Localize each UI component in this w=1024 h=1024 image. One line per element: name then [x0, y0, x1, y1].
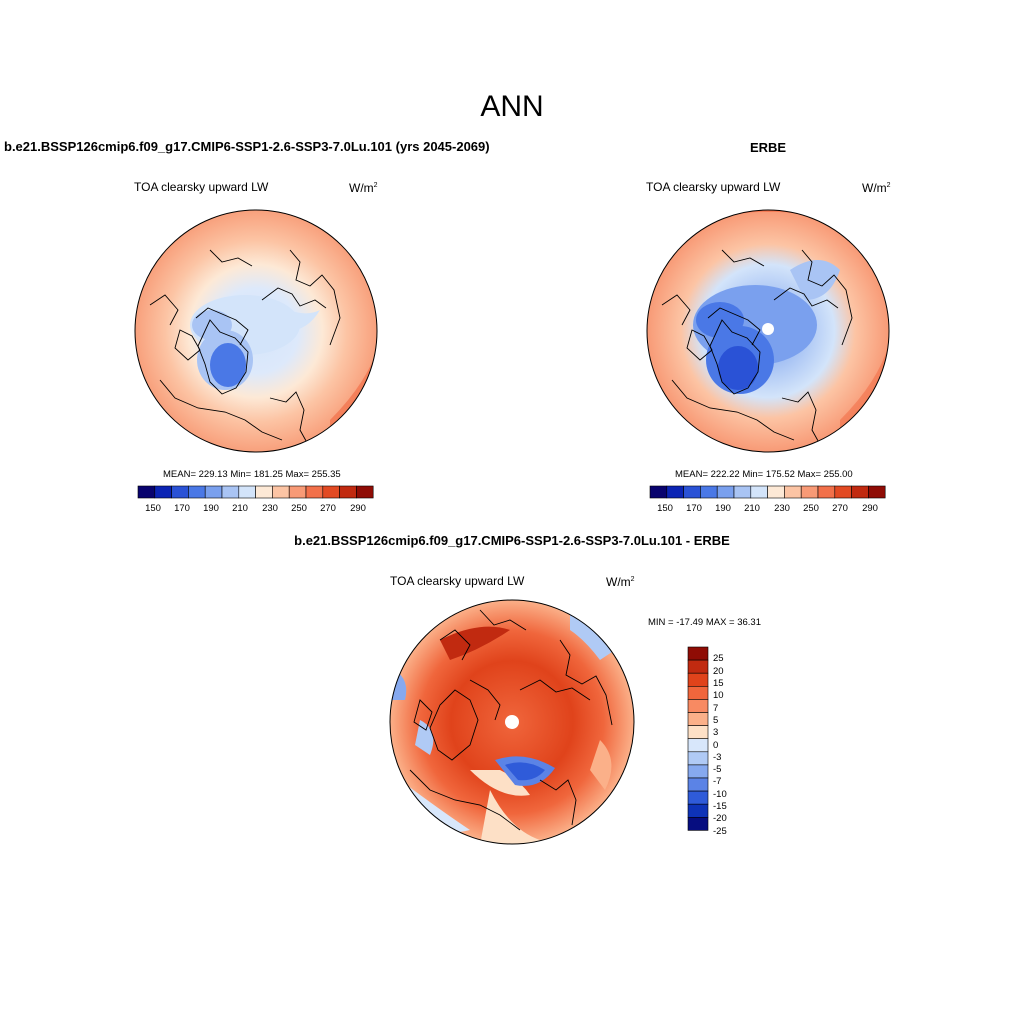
colorbar-swatch	[716, 485, 735, 499]
colorbar-swatch	[322, 485, 340, 499]
obs-stats: MEAN= 222.22 Min= 175.52 Max= 255.00	[675, 469, 853, 480]
colorbar-swatch	[687, 764, 709, 779]
model-colorbar-tick: 230	[262, 503, 278, 514]
obs-colorbar-tick: 150	[657, 503, 673, 514]
model-colorbar-tick: 270	[320, 503, 336, 514]
colorbar-swatch	[687, 751, 709, 766]
colorbar-swatch	[687, 672, 709, 687]
colorbar-swatch	[687, 777, 709, 792]
colorbar-swatch	[356, 485, 374, 499]
obs-panel-title: ERBE	[749, 140, 787, 155]
obs-colorbar	[649, 485, 886, 499]
colorbar-swatch	[171, 485, 189, 499]
obs-variable-label: TOA clearsky upward LW	[646, 180, 781, 194]
colorbar-swatch	[687, 790, 709, 805]
diff-stats: MIN = -17.49 MAX = 36.31	[648, 617, 762, 628]
model-colorbar-tick: 170	[174, 503, 190, 514]
colorbar-swatch	[851, 485, 869, 499]
colorbar-swatch	[649, 485, 668, 499]
colorbar-swatch	[188, 485, 206, 499]
colorbar-swatch	[272, 485, 290, 499]
obs-colorbar-tick: 250	[803, 503, 819, 514]
main-title: ANN	[480, 90, 544, 123]
diff-colorbar-tick: 5	[713, 715, 719, 726]
colorbar-swatch	[666, 485, 684, 499]
diff-colorbar-tick: -10	[713, 789, 727, 800]
diff-colorbar-tick: -7	[713, 776, 722, 787]
model-colorbar-tick: 290	[350, 503, 366, 514]
diff-polar-map	[389, 599, 635, 845]
colorbar-swatch	[817, 485, 836, 499]
model-colorbar-tick: 190	[203, 503, 219, 514]
diff-colorbar-tick: 25	[713, 653, 724, 664]
colorbar-swatch	[204, 485, 223, 499]
obs-colorbar-tick: 210	[744, 503, 760, 514]
diff-colorbar	[687, 646, 709, 831]
obs-polar-map	[646, 209, 890, 453]
diff-panel-title: b.e21.BSSP126cmip6.f09_g17.CMIP6-SSP1-2.…	[294, 533, 730, 548]
colorbar-swatch	[800, 485, 819, 499]
model-panel-title: b.e21.BSSP126cmip6.f09_g17.CMIP6-SSP1-2.…	[4, 139, 490, 154]
diff-colorbar-tick: 10	[713, 690, 724, 701]
model-colorbar-tick: 150	[145, 503, 161, 514]
colorbar-swatch	[767, 485, 785, 499]
obs-colorbar-tick: 170	[686, 503, 702, 514]
colorbar-swatch	[687, 738, 709, 753]
model-stats: MEAN= 229.13 Min= 181.25 Max= 255.35	[163, 469, 341, 480]
model-colorbar-tick: 210	[232, 503, 248, 514]
colorbar-swatch	[238, 485, 256, 499]
colorbar-swatch	[733, 485, 752, 499]
colorbar-swatch	[154, 485, 172, 499]
colorbar-swatch	[687, 659, 709, 674]
diff-colorbar-tick: -15	[713, 801, 727, 812]
diff-colorbar-tick: -3	[713, 752, 722, 763]
colorbar-swatch	[687, 699, 709, 713]
obs-colorbar-tick: 270	[832, 503, 848, 514]
colorbar-swatch	[288, 485, 307, 499]
obs-units: W/m2	[862, 181, 891, 195]
colorbar-swatch	[255, 485, 273, 499]
colorbar-swatch	[687, 725, 709, 739]
colorbar-swatch	[339, 485, 357, 499]
diff-colorbar-tick: 7	[713, 703, 719, 714]
colorbar-swatch	[687, 712, 709, 726]
model-colorbar-tick: 250	[291, 503, 307, 514]
diff-colorbar-tick: 20	[713, 666, 724, 677]
colorbar-swatch	[683, 485, 701, 499]
colorbar-swatch	[868, 485, 886, 499]
colorbar-swatch	[687, 816, 709, 831]
model-polar-map	[134, 209, 378, 453]
colorbar-swatch	[700, 485, 718, 499]
diff-colorbar-tick: -5	[713, 764, 722, 775]
diff-colorbar-tick: 0	[713, 740, 719, 751]
obs-colorbar-tick: 230	[774, 503, 790, 514]
obs-colorbar-tick: 190	[715, 503, 731, 514]
colorbar-swatch	[834, 485, 852, 499]
diff-colorbar-tick: 3	[713, 727, 719, 738]
obs-colorbar-tick: 290	[862, 503, 878, 514]
colorbar-swatch	[305, 485, 324, 499]
model-colorbar	[137, 485, 374, 499]
model-variable-label: TOA clearsky upward LW	[134, 180, 269, 194]
colorbar-swatch	[221, 485, 240, 499]
diff-colorbar-tick: 15	[713, 678, 724, 689]
model-units: W/m2	[349, 181, 378, 195]
diff-units: W/m2	[606, 575, 635, 589]
diff-colorbar-tick: -20	[713, 813, 727, 824]
colorbar-swatch	[687, 803, 709, 818]
diff-variable-label: TOA clearsky upward LW	[390, 574, 525, 588]
colorbar-swatch	[137, 485, 156, 499]
colorbar-swatch	[687, 646, 709, 661]
colorbar-swatch	[687, 685, 709, 700]
diff-colorbar-tick: -25	[713, 826, 727, 837]
colorbar-swatch	[784, 485, 802, 499]
colorbar-swatch	[750, 485, 768, 499]
